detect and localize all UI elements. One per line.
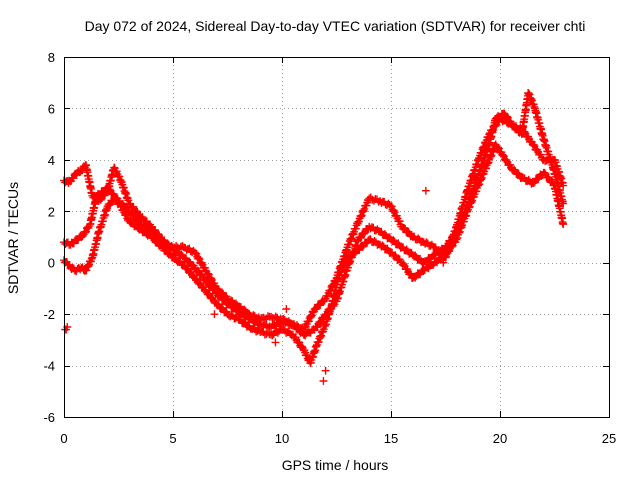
trace-marker <box>389 236 398 245</box>
trace-marker <box>69 239 78 248</box>
y-tick-label: -6 <box>43 410 55 425</box>
y-tick-label: 0 <box>48 256 55 271</box>
trace-marker <box>218 288 226 297</box>
trace-marker <box>132 207 141 215</box>
y-tick-label: 8 <box>48 50 55 65</box>
trace-marker <box>536 150 545 159</box>
trace-marker <box>326 305 335 314</box>
trace-marker <box>214 300 223 309</box>
x-tick-label: 25 <box>602 431 616 446</box>
data-points <box>60 89 568 385</box>
x-axis-title: GPS time / hours <box>282 457 389 473</box>
trace-marker <box>512 124 521 133</box>
trace-marker <box>325 306 334 315</box>
x-tick-label: 0 <box>60 431 67 446</box>
trace-marker <box>304 317 313 326</box>
data-point <box>271 338 280 347</box>
trace-marker <box>378 241 387 250</box>
data-point <box>63 323 72 331</box>
trace-marker <box>95 191 104 200</box>
data-point <box>421 186 430 195</box>
trace-marker <box>182 254 190 263</box>
data-point <box>210 310 219 319</box>
trace-marker <box>403 265 412 273</box>
trace-marker <box>326 287 334 296</box>
trace-marker <box>316 301 325 310</box>
series-4 <box>61 186 448 385</box>
data-point <box>559 199 568 208</box>
trace-marker <box>529 179 538 187</box>
trace-marker <box>499 151 507 160</box>
trace-marker <box>406 269 414 278</box>
trace-marker <box>313 323 322 331</box>
data-point <box>321 366 330 375</box>
trace-marker <box>395 217 404 226</box>
trace-marker <box>323 292 332 300</box>
trace-marker <box>494 143 502 152</box>
trace-marker <box>295 338 304 347</box>
trace-marker <box>81 228 90 237</box>
trace-marker <box>195 279 204 287</box>
trace-marker <box>194 267 203 276</box>
trace-marker <box>192 249 201 258</box>
trace-marker <box>491 122 500 130</box>
y-tick-label: -4 <box>43 359 55 374</box>
y-tick-label: -2 <box>43 307 55 322</box>
trace-marker <box>510 165 519 174</box>
trace-marker <box>355 246 364 254</box>
x-tick-labels: 0 5 10 15 20 25 <box>60 431 616 446</box>
plot-frame <box>64 57 610 418</box>
trace-marker <box>194 254 203 262</box>
trace-marker <box>204 289 213 298</box>
trace-marker <box>205 290 214 299</box>
trace-marker <box>326 286 335 295</box>
trace-marker <box>142 217 151 226</box>
trace-marker <box>214 285 223 294</box>
trace-marker <box>509 120 517 129</box>
trace-marker <box>129 202 138 211</box>
trace-marker <box>387 202 396 211</box>
chart-title: Day 072 of 2024, Sidereal Day-to-day VTE… <box>85 18 586 34</box>
trace-marker <box>357 233 366 242</box>
y-tick-label: 6 <box>48 101 55 116</box>
trace-marker <box>193 266 202 275</box>
trace-marker <box>356 234 365 242</box>
y-tick-labels: -6 -4 -2 0 2 4 6 8 <box>43 50 55 425</box>
x-tick-label: 20 <box>493 431 507 446</box>
y-axis-title: SDTVAR / TECUs <box>5 182 21 294</box>
series-3 <box>60 89 568 334</box>
x-tick-label: 5 <box>169 431 176 446</box>
data-point <box>439 258 448 267</box>
x-tick-label: 15 <box>384 431 398 446</box>
y-tick-label: 2 <box>48 204 55 219</box>
trace-marker <box>204 269 212 278</box>
trace-marker <box>131 213 140 221</box>
data-point <box>282 305 291 313</box>
x-tick-label: 10 <box>275 431 289 446</box>
data-point <box>319 377 328 385</box>
trace-marker <box>316 318 325 327</box>
trace-marker <box>153 232 162 241</box>
trace-marker <box>322 310 331 319</box>
trace-marker <box>529 140 538 149</box>
trace-marker <box>185 257 194 266</box>
y-tick-label: 4 <box>48 153 55 168</box>
data-point <box>559 220 568 229</box>
trace-marker <box>400 223 408 232</box>
trace-marker <box>192 275 201 284</box>
trace-marker <box>488 126 497 135</box>
